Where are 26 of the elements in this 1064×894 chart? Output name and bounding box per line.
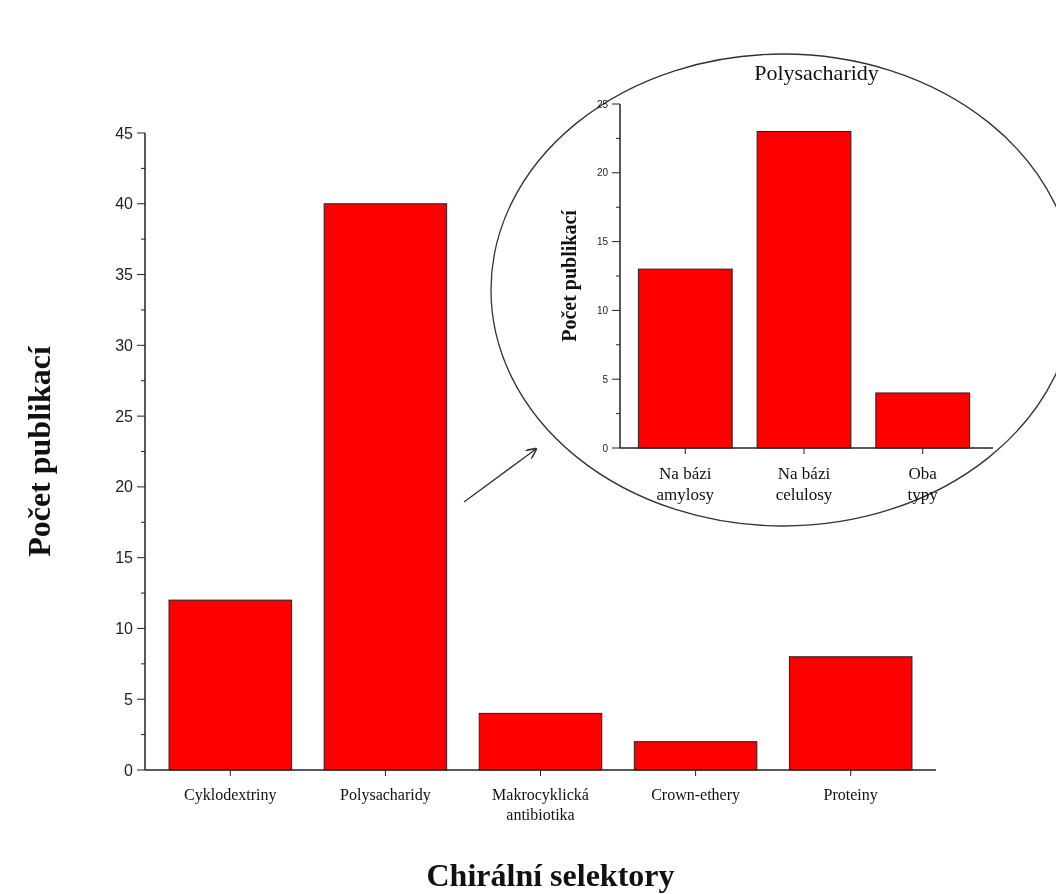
x-axis-title: Chirální selektory bbox=[426, 857, 675, 893]
y-tick-label: 30 bbox=[115, 336, 134, 354]
x-tick-label: Na bázi amylosy bbox=[656, 464, 715, 505]
y-tick-label: 5 bbox=[602, 373, 609, 385]
x-tick-label: Makrocyklická antibiotika bbox=[492, 786, 589, 823]
chart-title: Polysacharidy bbox=[754, 60, 879, 85]
y-tick-label: 20 bbox=[115, 478, 134, 496]
y-tick-label: 15 bbox=[596, 236, 609, 248]
y-tick-label: 10 bbox=[596, 304, 609, 316]
y-axis-title: Počet publikací bbox=[21, 345, 57, 557]
y-axis-title: Počet publikací bbox=[558, 209, 581, 342]
y-tick-label: 40 bbox=[115, 195, 134, 213]
x-tick-label: Proteiny bbox=[823, 786, 878, 804]
x-tick-label: Polysacharidy bbox=[340, 786, 431, 804]
x-tick-label: Na bázi celulosy bbox=[775, 464, 833, 505]
y-tick-label: 0 bbox=[124, 761, 134, 779]
y-tick-label: 35 bbox=[115, 266, 134, 284]
y-tick-label: 45 bbox=[115, 124, 134, 142]
y-tick-label: 0 bbox=[602, 442, 609, 454]
y-tick-label: 10 bbox=[115, 620, 134, 638]
y-tick-label: 25 bbox=[115, 407, 134, 425]
y-tick-label: 5 bbox=[124, 690, 134, 708]
y-tick-label: 15 bbox=[115, 549, 134, 567]
x-tick-label: Cyklodextriny bbox=[184, 786, 277, 804]
y-tick-label: 20 bbox=[596, 167, 609, 179]
x-tick-label: Crown-ethery bbox=[651, 786, 741, 804]
